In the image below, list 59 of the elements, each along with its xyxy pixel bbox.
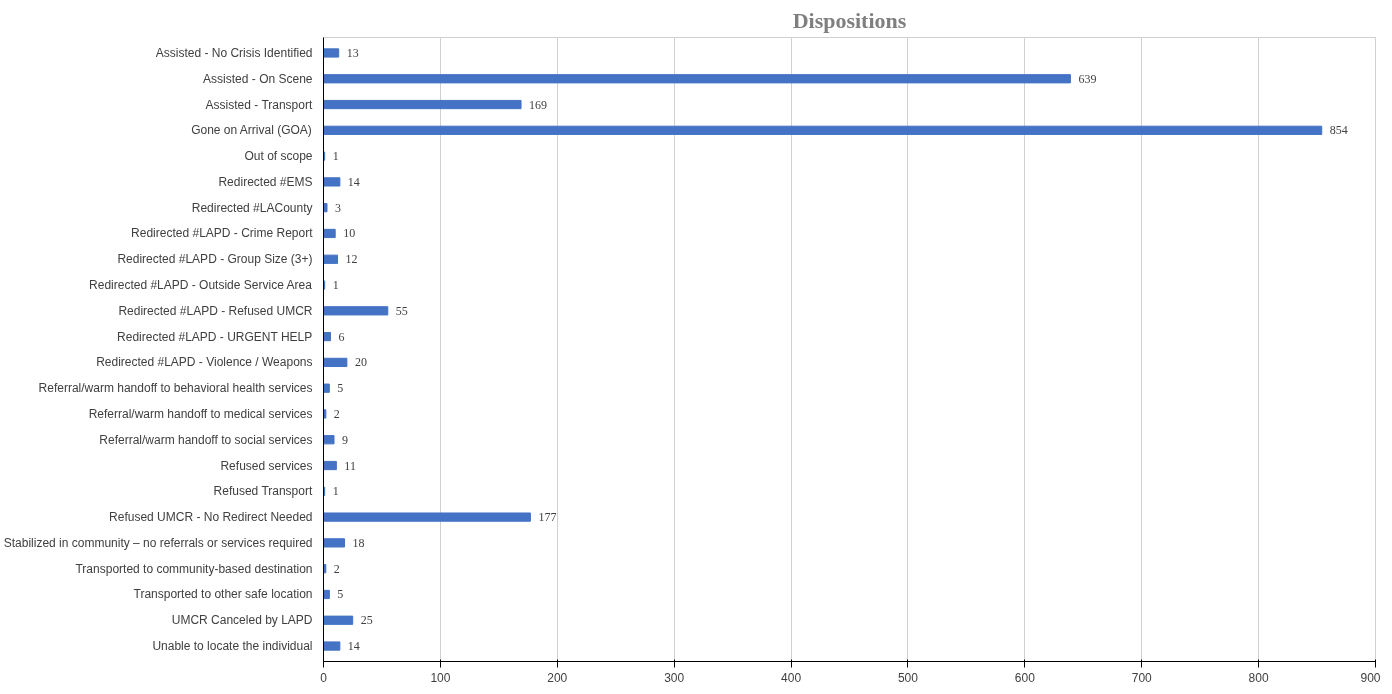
y-tick-label: Transported to other safe location: [133, 587, 313, 602]
y-tick-label: Referral/warm handoff to medical services: [88, 406, 313, 421]
data-label: 10: [343, 226, 356, 241]
y-tick-label: Redirected #LAPD - Outside Service Area: [89, 278, 313, 293]
data-label: 1: [332, 149, 339, 164]
y-tick-label: Assisted - Transport: [205, 97, 313, 112]
data-label: 1: [332, 278, 339, 293]
y-tick-label: UMCR Canceled by LAPD: [171, 613, 313, 628]
data-label: 169: [529, 97, 548, 112]
y-tick-label: Refused services: [220, 458, 313, 473]
data-label: 2: [333, 561, 340, 576]
y-tick-label: Out of scope: [244, 149, 313, 164]
x-tick-label: 0: [320, 670, 328, 685]
y-tick-label: Transported to community-based destination: [75, 561, 313, 576]
y-tick-label: Stabilized in community – no referrals or services required: [3, 535, 313, 550]
data-label: 55: [395, 303, 408, 318]
data-label: 6: [338, 329, 345, 344]
data-label: 1: [332, 484, 339, 499]
x-tick-label: 600: [1014, 670, 1036, 685]
y-tick-label: Redirected #LAPD - URGENT HELP: [117, 329, 313, 344]
y-tick-label: Unable to locate the individual: [152, 639, 313, 654]
y-tick-label: Assisted - On Scene: [203, 71, 313, 86]
x-tick-label: 200: [547, 670, 568, 685]
data-label: 25: [360, 613, 373, 628]
data-label: 11: [344, 458, 356, 473]
data-label: 9: [342, 432, 349, 447]
y-tick-label: Redirected #LAPD - Group Size (3+): [117, 252, 313, 267]
x-tick-label: 500: [897, 670, 919, 685]
data-label: 2: [333, 406, 340, 421]
y-tick-label: Redirected #LAPD - Crime Report: [131, 226, 314, 241]
data-label: 854: [1329, 123, 1348, 138]
y-tick-label: Assisted - No Crisis Identified: [155, 45, 313, 60]
x-tick-label: 100: [430, 670, 451, 685]
data-label: 18: [352, 535, 365, 550]
data-label: 5: [337, 381, 344, 396]
data-label: 12: [345, 252, 358, 267]
chart-title: Dispositions: [792, 7, 907, 33]
x-tick-label: 800: [1248, 670, 1269, 685]
data-label: 20: [354, 355, 367, 370]
y-tick-label: Redirected #LACounty: [191, 200, 313, 215]
x-tick-label: 900: [1360, 670, 1381, 685]
x-tick-label: 300: [664, 670, 685, 685]
y-tick-label: Redirected #LAPD - Violence / Weapons: [96, 355, 313, 370]
y-tick-label: Redirected #EMS: [218, 174, 313, 189]
data-label: 639: [1078, 71, 1097, 86]
x-tick-label: 400: [781, 670, 802, 685]
y-tick-label: Gone on Arrival (GOA): [191, 123, 312, 138]
data-label: 5: [337, 587, 344, 602]
data-label: 14: [347, 639, 360, 654]
y-tick-label: Referral/warm handoff to behavioral health services: [38, 381, 313, 396]
y-tick-label: Redirected #LAPD - Refused UMCR: [118, 303, 313, 318]
y-tick-label: Referral/warm handoff to social services: [99, 432, 313, 447]
data-label: 14: [347, 174, 360, 189]
x-tick-label: 700: [1131, 670, 1153, 685]
data-label: 177: [538, 510, 557, 525]
y-tick-label: Refused UMCR - No Redirect Needed: [109, 510, 313, 525]
data-label: 13: [346, 45, 359, 60]
data-label: 3: [335, 200, 342, 215]
y-tick-label: Refused Transport: [213, 484, 313, 499]
